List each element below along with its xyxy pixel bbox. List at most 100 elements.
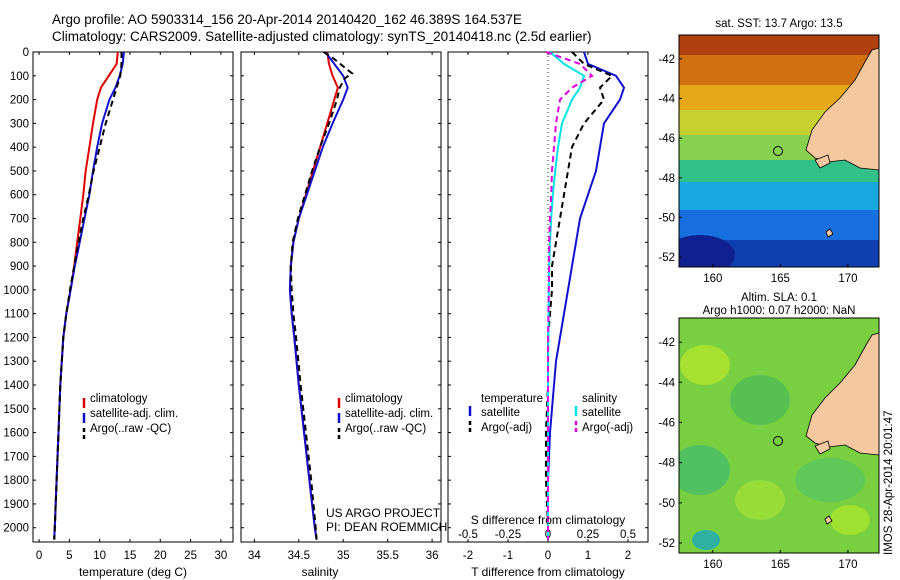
x-tick-label: 20	[154, 550, 167, 562]
y-tick-label: 1900	[3, 499, 29, 511]
x2-tick-label: -0.5	[458, 529, 478, 541]
map-y-tick-label: -50	[658, 498, 675, 510]
y-tick-label: 1600	[3, 428, 29, 440]
y-tick-label: 1500	[3, 404, 29, 416]
x-tick-label: 35.5	[376, 550, 398, 562]
legend-satellite-adj: satellite-adj. clim.	[345, 408, 433, 420]
figure-title-line2: Climatology: CARS2009. Satellite-adjuste…	[52, 29, 592, 44]
pi-label: PI: DEAN ROEMMICH	[326, 520, 447, 534]
map-x-tick-label: 165	[771, 559, 790, 571]
y-tick-label: 1000	[3, 285, 29, 297]
x-tick-label: 5	[66, 550, 72, 562]
difference-chart: -2 -1 0 1 2-0.5 -0.25 0 0.25 0.5	[448, 51, 648, 562]
legend-t-satellite: satellite	[481, 407, 520, 419]
map-y-tick-label: -44	[658, 377, 675, 389]
project-label: US ARGO PROJECT	[326, 506, 441, 520]
x-tick-label: 10	[93, 550, 106, 562]
legend-argo: Argo(..raw -QC)	[345, 423, 426, 435]
difference-xlabel: T difference from climatology	[471, 565, 625, 579]
x-tick-label: 0	[36, 550, 42, 562]
legend-climatology: climatology	[345, 393, 403, 405]
argo-location-marker	[773, 436, 783, 446]
y-tick-label: 400	[10, 142, 29, 154]
x-tick-label: 36	[426, 550, 439, 562]
map-y-tick-label: -48	[658, 458, 675, 470]
legend-t-argo: Argo(-adj)	[481, 422, 532, 434]
difference-legend: temperature salinity satellite Argo(-adj…	[468, 393, 633, 434]
sla-map-axes: 160 165 170 -42 -44 -46 -48 -50 -52	[658, 337, 857, 571]
x-tick-label: 35	[337, 550, 350, 562]
x-tick-label: -1	[503, 550, 513, 562]
temperature-legend: climatology satellite-adj. clim. Argo(..…	[82, 393, 178, 439]
y-tick-label: 1400	[3, 380, 29, 392]
temperature-panel-frame	[32, 51, 234, 543]
imos-stamp: IMOS 28-Apr-2014 20:01:47	[883, 411, 895, 555]
map-x-tick-label: 170	[838, 559, 857, 571]
legend-argo: Argo(..raw -QC)	[90, 423, 171, 435]
sla-map-subtitle: Argo h1000: 0.07 h2000: NaN	[703, 305, 856, 317]
salinity-chart: 34 34.5 35 35.5 36	[241, 51, 441, 562]
legend-group-temperature: temperature	[481, 393, 543, 405]
sst-map-title: sat. SST: 13.7 Argo: 13.5	[715, 18, 842, 30]
y-tick-label: 2000	[3, 523, 29, 535]
salinity-xlabel: salinity	[302, 565, 339, 579]
figure-title-line1: Argo profile: AO 5903314_156 20-Apr-2014…	[52, 12, 522, 27]
x-tick-label: 34	[248, 550, 261, 562]
map-x-tick-label: 165	[771, 273, 790, 285]
y-tick-label: 700	[10, 214, 29, 226]
series-line	[547, 51, 626, 540]
difference-x2label: S difference from climatology	[471, 513, 626, 527]
y-tick-label: 1800	[3, 475, 29, 487]
sla-map-title: Altim. SLA: 0.1	[741, 292, 817, 304]
legend-satellite-adj: satellite-adj. clim.	[90, 408, 178, 420]
map-y-tick-label: -52	[658, 538, 675, 550]
series-line	[545, 51, 594, 540]
sla-map	[679, 318, 879, 553]
map-x-tick-label: 160	[703, 559, 722, 571]
map-y-tick-label: -44	[658, 93, 675, 105]
sst-map-axes: 160 165 170 -42 -44 -46 -48 -50 -52	[658, 54, 857, 285]
series-line	[547, 51, 586, 540]
series-line	[288, 51, 349, 540]
map-y-tick-label: -46	[658, 417, 675, 429]
legend-climatology: climatology	[90, 393, 148, 405]
y-tick-label: 300	[10, 118, 29, 130]
y-tick-label: 500	[10, 166, 29, 178]
x-tick-label: 1	[585, 550, 591, 562]
salinity-panel-frame	[240, 51, 442, 543]
x2-tick-label: 0.25	[577, 529, 599, 541]
x-tick-label: 2	[625, 550, 631, 562]
x2-tick-label: 0.5	[620, 529, 636, 541]
temperature-xlabel: temperature (deg C)	[79, 565, 187, 579]
series-line	[289, 51, 354, 540]
x-tick-label: -2	[463, 550, 473, 562]
x2-tick-label: -0.25	[495, 529, 521, 541]
x-tick-label: 25	[184, 550, 197, 562]
x-tick-label: 34.5	[288, 550, 310, 562]
series-line	[53, 51, 119, 540]
series-line	[545, 51, 614, 540]
x-tick-label: 30	[214, 550, 227, 562]
map-y-tick-label: -48	[658, 173, 675, 185]
map-y-tick-label: -46	[658, 133, 675, 145]
y-tick-label: 800	[10, 237, 29, 249]
y-tick-label: 1300	[3, 356, 29, 368]
y-tick-label: 200	[10, 95, 29, 107]
map-x-tick-label: 170	[838, 273, 857, 285]
temperature-chart: 0100200300400500600700800900100011001200…	[3, 47, 233, 562]
legend-group-salinity: salinity	[582, 393, 617, 405]
series-line	[53, 51, 125, 540]
legend-s-satellite: satellite	[582, 407, 621, 419]
legend-s-argo: Argo(-adj)	[582, 422, 633, 434]
y-tick-label: 100	[10, 71, 29, 83]
map-y-tick-label: -50	[658, 212, 675, 224]
map-y-tick-label: -52	[658, 252, 675, 264]
y-tick-label: 1100	[4, 309, 29, 321]
y-tick-label: 1200	[3, 332, 29, 344]
y-tick-label: 600	[10, 190, 29, 202]
series-line	[53, 52, 123, 540]
map-y-tick-label: -42	[658, 337, 675, 349]
y-tick-label: 1700	[3, 451, 29, 463]
x-tick-label: 0	[545, 550, 551, 562]
